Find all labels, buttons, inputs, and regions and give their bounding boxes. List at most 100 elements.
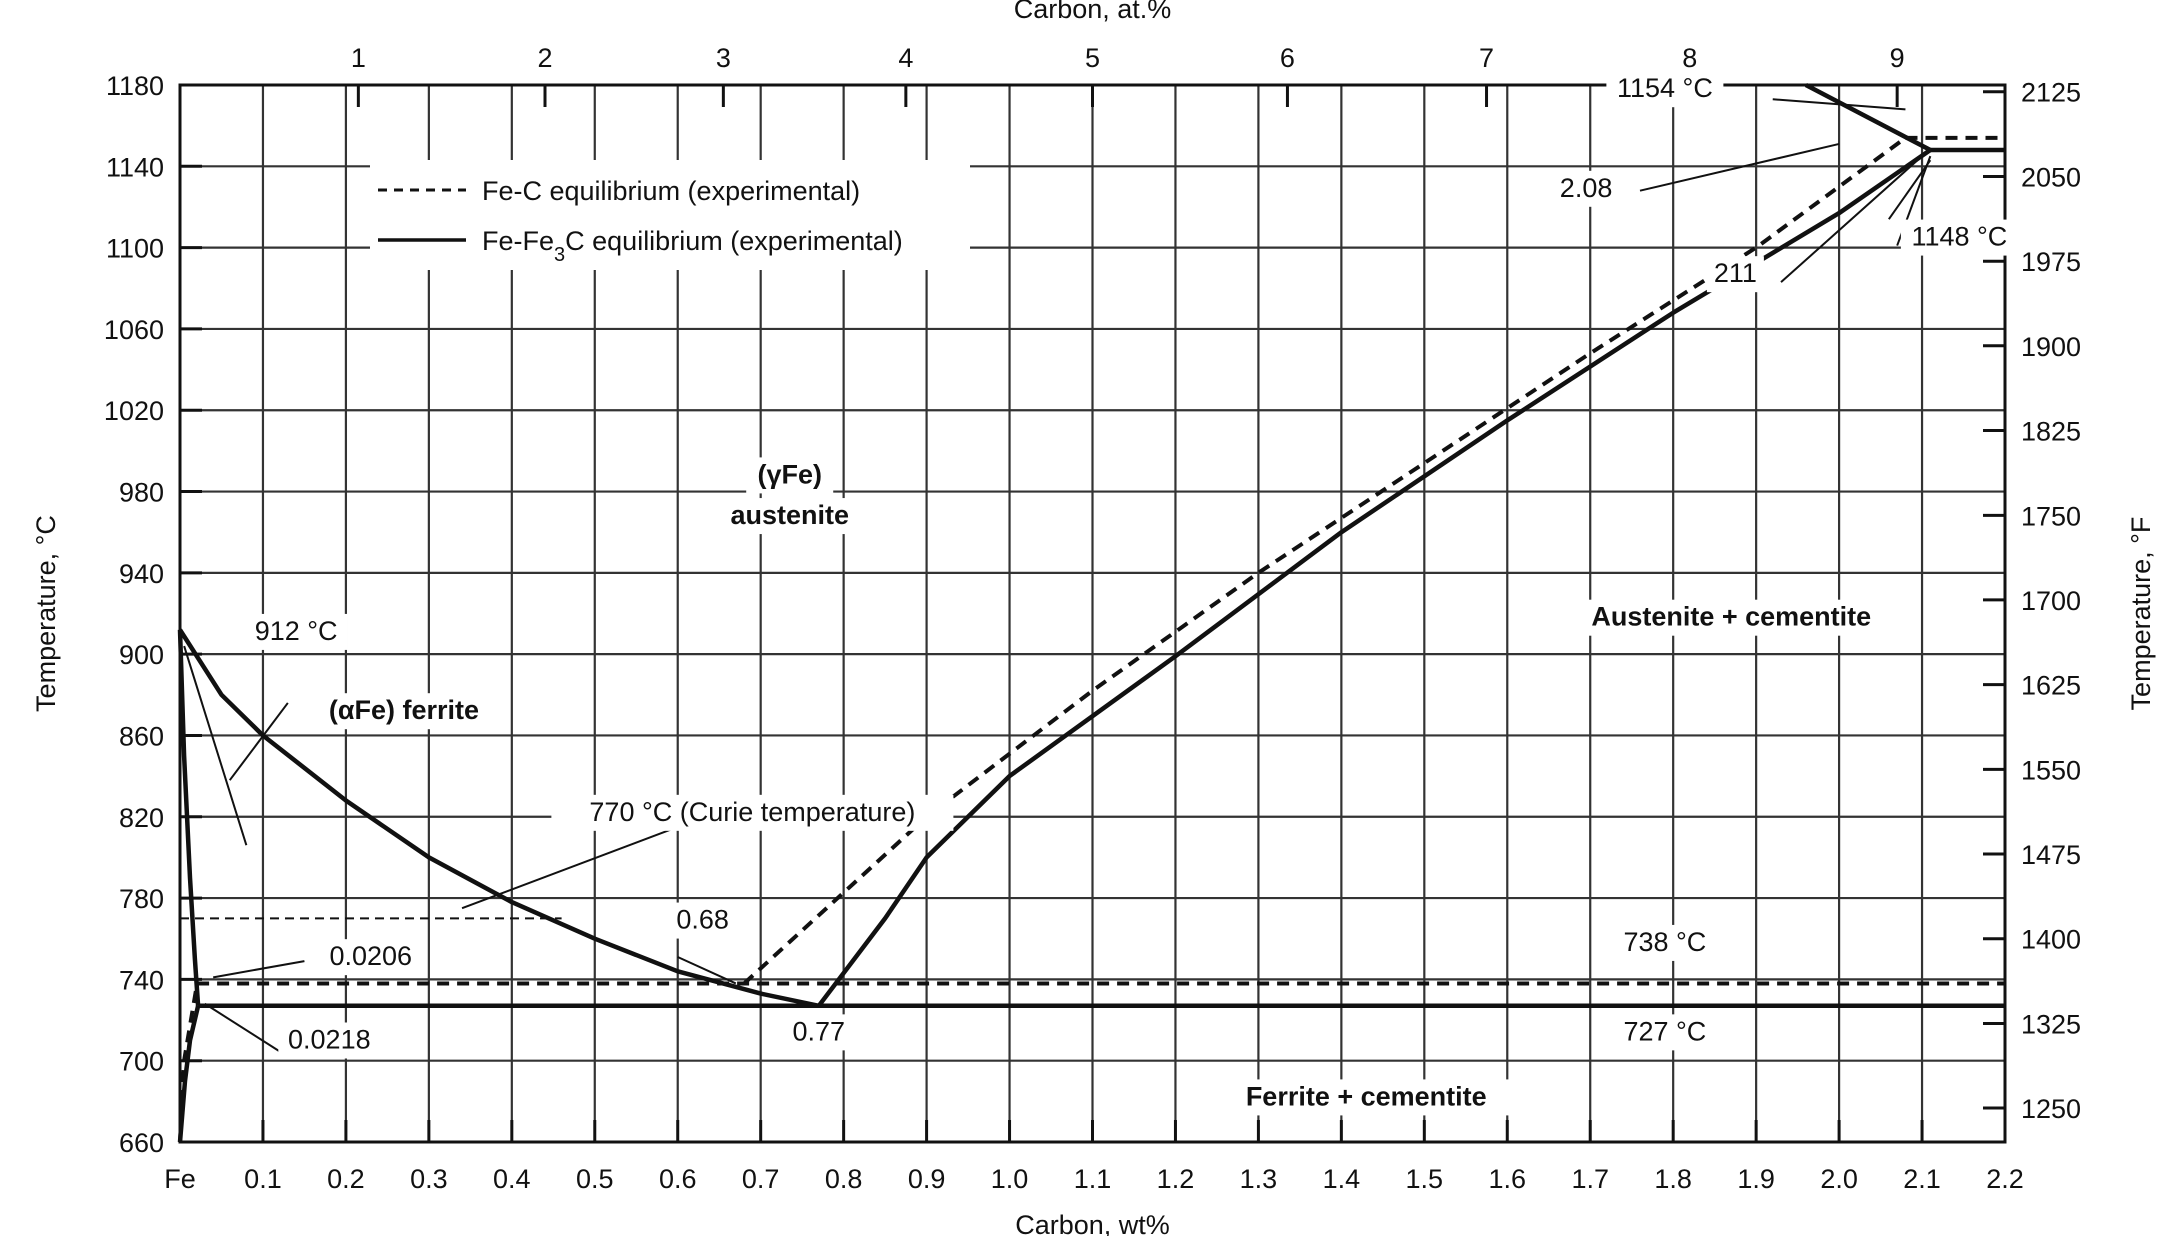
annotation-11: 727 °C [1623,1016,1706,1046]
x-tick-label-12: 1.2 [1157,1164,1195,1194]
y-tick-label-2: 740 [119,965,164,995]
legend-background [370,160,970,270]
top-tick-label-5: 6 [1280,43,1295,73]
annotation-bg-14 [1550,170,1623,207]
legend: Fe-C equilibrium (experimental) Fe-Fe3C … [370,160,970,270]
axis-ticks: Fe 0.1 0.2 0.3 0.4 0.5 0.6 0.7 0.8 0.9 1.0 1.1 1.2 1.… [104,43,2081,1194]
annotation-bg-13 [1606,71,1724,108]
y-tick-label-5: 860 [119,721,164,751]
annotation-bg-11 [1613,1014,1716,1051]
x-tick-label-3: 0.3 [410,1164,448,1194]
x-tick-label-4: 0.4 [493,1164,531,1194]
right-tick-label-5: 1625 [2021,671,2081,701]
right-tick-label-8: 1825 [2021,417,2081,447]
annotation-bg-12 [1217,1079,1515,1116]
top-tick-label-2: 3 [716,43,731,73]
annotation-bg-2 [551,794,954,831]
right-tick-label-11: 2050 [2021,162,2081,192]
y-tick-label-10: 1060 [104,315,164,345]
annotation-5: 0.68 [676,905,729,935]
right-tick-label-12: 2125 [2021,78,2081,108]
annotation-12: Ferrite + cementite [1246,1081,1487,1111]
annotation-9: Austenite + cementite [1591,602,1871,632]
legend-subscript: 3 [554,244,565,266]
x-tick-label-14: 1.4 [1323,1164,1361,1194]
y-tick-label-3: 780 [119,884,164,914]
annotation-bg-7 [746,457,834,494]
annotation-bg-10 [1613,924,1716,961]
annotations: 912 °C (αFe) ferrite 770 °C (Curie tempera… [245,71,2018,1116]
x-tick-label-0: Fe [164,1164,196,1194]
x-axis-label: Carbon, wt% [1015,1210,1170,1236]
top-tick-label-6: 7 [1479,43,1494,73]
x-tick-label-11: 1.1 [1074,1164,1112,1194]
top-tick-label-4: 5 [1085,43,1100,73]
x-tick-label-22: 2.2 [1986,1164,2024,1194]
top-axis-label: Carbon, at.% [1014,0,1172,24]
leader-line-6 [1772,98,1906,111]
leader-line-9 [1888,159,1932,220]
x-tick-label-10: 1.0 [991,1164,1029,1194]
x-tick-label-19: 1.9 [1737,1164,1775,1194]
y-tick-label-8: 980 [119,478,164,508]
right-tick-label-4: 1550 [2021,755,2081,785]
phase-line-solid-0 [177,629,201,1006]
annotation-4: 0.0218 [288,1024,371,1054]
right-tick-label-1: 1325 [2021,1009,2081,1039]
right-tick-label-10: 1975 [2021,247,2081,277]
right-axis-label: Temperature, °F [2126,517,2156,711]
leader-line-10 [1780,155,1923,283]
x-tick-label-5: 0.5 [576,1164,614,1194]
annotation-bg-16 [1706,256,1764,293]
annotation-3: 0.0206 [329,941,412,971]
x-tick-label-2: 0.2 [327,1164,365,1194]
right-tick-label-9: 1900 [2021,332,2081,362]
phase-line-solid-6 [1804,83,1932,152]
leader-line-7 [1639,142,1840,192]
x-tick-label-6: 0.6 [659,1164,697,1194]
leader-line-3 [213,960,305,979]
annotation-leader-lines [183,98,1932,1058]
annotation-0: 912 °C [255,616,338,646]
y-tick-label-7: 940 [119,559,164,589]
annotation-bg-5 [666,902,739,939]
top-tick-label-0: 1 [351,43,366,73]
top-tick-label-3: 4 [898,43,913,73]
right-tick-label-3: 1475 [2021,840,2081,870]
x-tick-label-18: 1.8 [1654,1164,1692,1194]
y-tick-label-9: 1020 [104,396,164,426]
legend-entry-fe-c: Fe-C equilibrium (experimental) [482,176,860,206]
top-tick-label-8: 9 [1890,43,1905,73]
annotation-8: austenite [730,500,849,530]
leader-line-4 [204,1002,289,1058]
x-tick-label-20: 2.0 [1820,1164,1858,1194]
annotation-13: 1154 °C [1617,73,1713,103]
right-tick-label-6: 1700 [2021,586,2081,616]
right-tick-label-0: 1250 [2021,1094,2081,1124]
x-tick-label-9: 0.9 [908,1164,946,1194]
x-tick-label-16: 1.6 [1488,1164,1526,1194]
x-tick-label-13: 1.3 [1240,1164,1278,1194]
annotation-14: 2.08 [1560,173,1613,203]
y-tick-label-11: 1100 [106,234,164,264]
top-tick-label-7: 8 [1682,43,1697,73]
leader-line-5 [677,956,737,985]
annotation-6: 0.77 [792,1016,845,1046]
annotation-bg-3 [319,939,422,976]
leader-line-0 [183,645,248,846]
x-tick-label-15: 1.5 [1406,1164,1444,1194]
y-tick-label-4: 820 [119,803,164,833]
annotation-bg-15 [1900,219,2018,256]
y-tick-label-12: 1140 [106,152,164,182]
leader-line-1 [228,702,289,781]
annotation-7: (γFe) [757,459,822,489]
annotation-bg-4 [278,1022,381,1059]
annotation-15: 1148 °C [1911,222,2007,252]
x-tick-label-17: 1.7 [1571,1164,1609,1194]
x-tick-label-1: 0.1 [244,1164,282,1194]
x-tick-label-7: 0.7 [742,1164,780,1194]
right-tick-label-2: 1400 [2021,925,2081,955]
annotation-2: 770 °C (Curie temperature) [589,797,915,827]
annotation-bg-0 [245,613,348,650]
